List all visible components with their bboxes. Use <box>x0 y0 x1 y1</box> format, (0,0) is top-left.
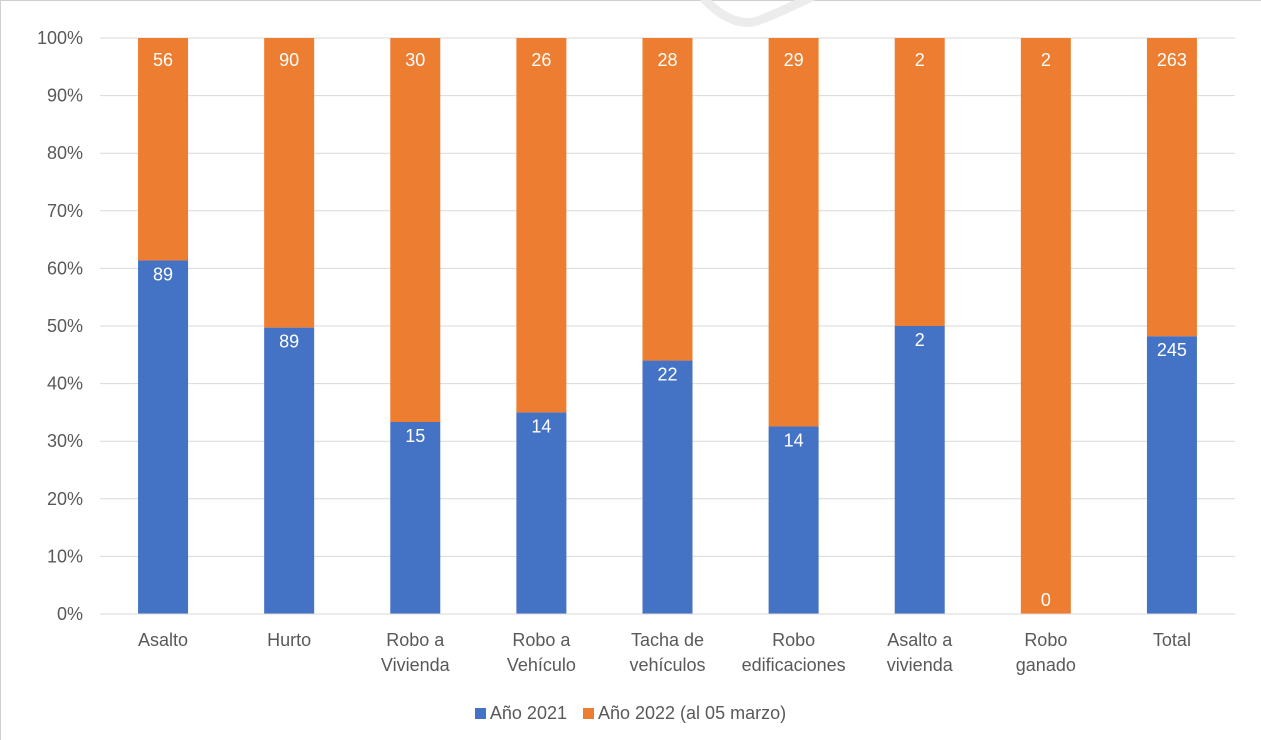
x-category-label: Hurto <box>267 630 311 650</box>
y-tick-label: 0% <box>57 604 83 624</box>
y-tick-label: 70% <box>47 201 83 221</box>
y-tick-label: 90% <box>47 86 83 106</box>
legend-swatch <box>474 707 486 719</box>
x-category-label: vehículos <box>629 655 705 675</box>
bar-segment-2022 <box>1020 38 1071 614</box>
data-label-2021: 14 <box>784 430 804 450</box>
bar-segment-2021 <box>1146 336 1197 614</box>
data-label-2022: 28 <box>657 50 677 70</box>
data-label-2021: 245 <box>1157 340 1187 360</box>
data-label-2021: 14 <box>531 416 551 436</box>
bar-segment-2021 <box>138 260 189 614</box>
y-tick-label: 50% <box>47 316 83 336</box>
bar-segment-2021 <box>516 412 567 614</box>
bar-segment-2022 <box>768 38 819 427</box>
bar-segment-2022 <box>264 38 315 328</box>
bar-segment-2022 <box>894 38 945 326</box>
bar-segment-2022 <box>390 38 441 422</box>
data-label-2022: 263 <box>1157 50 1187 70</box>
bar-segment-2021 <box>894 326 945 614</box>
y-tick-label: 20% <box>47 489 83 509</box>
data-label-2021: 0 <box>1041 590 1051 610</box>
y-tick-label: 80% <box>47 143 83 163</box>
bar-segment-2022 <box>516 38 567 413</box>
data-label-2022: 30 <box>405 50 425 70</box>
bar-segment-2022 <box>642 38 693 361</box>
x-category-label: Asalto a <box>887 630 953 650</box>
bar-segment-2021 <box>642 360 693 614</box>
watermark <box>700 0 816 27</box>
legend-item: Año 2021 <box>474 702 567 724</box>
legend-swatch <box>582 707 594 719</box>
x-category-label: Robo <box>772 630 815 650</box>
data-label-2021: 15 <box>405 426 425 446</box>
legend-label: Año 2022 (al 05 marzo) <box>597 702 787 723</box>
bar-segment-2022 <box>1146 38 1197 337</box>
bar-segment-2021 <box>390 422 441 614</box>
bar-segment-2021 <box>768 426 819 614</box>
y-tick-label: 30% <box>47 431 83 451</box>
data-label-2022: 29 <box>784 50 804 70</box>
x-category-label: edificaciones <box>742 655 846 675</box>
x-category-label: Tacha de <box>631 630 704 650</box>
data-label-2021: 89 <box>153 264 173 284</box>
data-label-2022: 56 <box>153 50 173 70</box>
data-label-2021: 89 <box>279 332 299 352</box>
x-category-label: vivienda <box>887 655 954 675</box>
data-label-2021: 2 <box>915 330 925 350</box>
y-tick-label: 60% <box>47 258 83 278</box>
x-category-label: Robo <box>1024 630 1067 650</box>
x-category-label: Robo a <box>386 630 445 650</box>
x-category-label: Vehículo <box>507 655 576 675</box>
x-category-label: Vivienda <box>381 655 451 675</box>
data-label-2021: 22 <box>657 365 677 385</box>
y-tick-label: 100% <box>37 28 83 48</box>
x-category-label: Total <box>1153 630 1191 650</box>
data-label-2022: 2 <box>915 50 925 70</box>
legend-label: Año 2021 <box>489 702 567 723</box>
data-label-2022: 90 <box>279 50 299 70</box>
x-category-label: ganado <box>1016 655 1076 675</box>
legend: Año 2021 Año 2022 (al 05 marzo) <box>0 700 1261 726</box>
x-category-label: Robo a <box>512 630 571 650</box>
data-label-2022: 2 <box>1041 50 1051 70</box>
data-label-2022: 26 <box>531 50 551 70</box>
bar-segment-2022 <box>138 38 189 261</box>
legend-item: Año 2022 (al 05 marzo) <box>582 702 787 724</box>
y-tick-label: 40% <box>47 374 83 394</box>
y-tick-label: 10% <box>47 546 83 566</box>
stacked-bar-chart: 0% 10% 20% 30% 40% 50% 60% 70% 80% 90% 100% 89 56 Asa… <box>37 28 1235 675</box>
bar-segment-2021 <box>264 327 315 614</box>
x-category-label: Asalto <box>138 630 188 650</box>
